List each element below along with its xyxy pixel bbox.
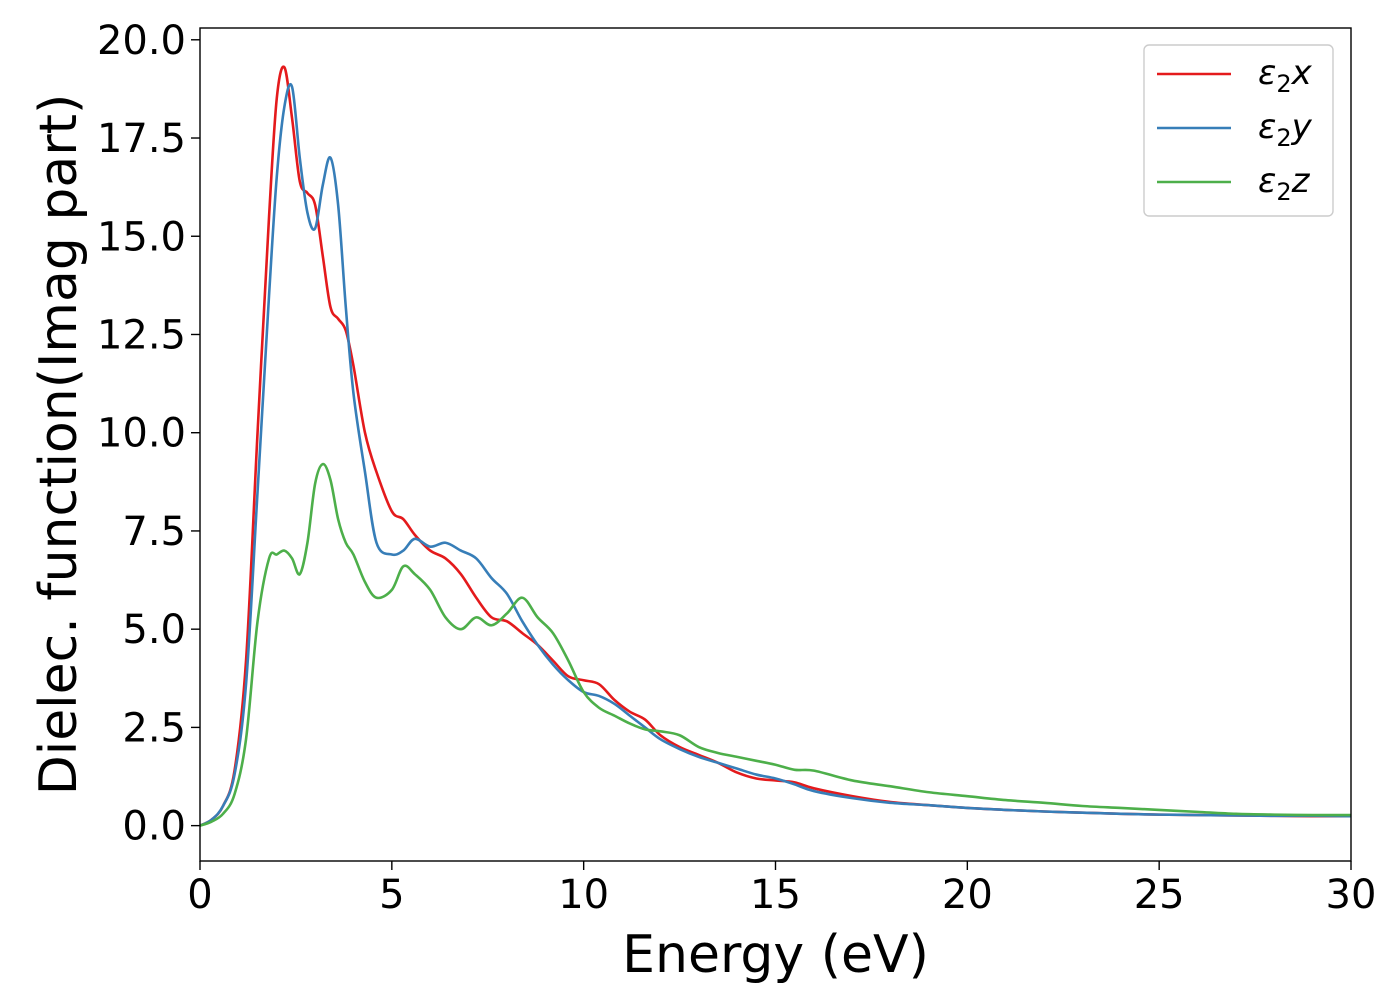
x-axis: 0 5 10 15 20 25 30 (187, 861, 1376, 918)
legend-label-y: ε2y (1258, 107, 1313, 152)
y-tick-label: 0.0 (122, 804, 186, 850)
series-line-z (200, 462, 1351, 827)
x-axis-label: Energy (eV) (622, 925, 929, 985)
y-tick-label: 15.0 (97, 214, 186, 260)
x-tick-label: 0 (187, 872, 212, 918)
y-axis: 0.0 2.5 5.0 7.5 10.0 12.5 15.0 17.5 20.0 (97, 18, 200, 850)
y-tick-label: 7.5 (122, 509, 186, 555)
x-tick-label: 30 (1326, 872, 1377, 918)
y-tick-label: 20.0 (97, 18, 186, 64)
y-tick-label: 10.0 (97, 411, 186, 457)
x-tick-label: 10 (558, 872, 609, 918)
y-axis-label: Dielec. function(Imag part) (29, 94, 89, 796)
legend-box (1143, 44, 1334, 217)
series-line-y (200, 83, 1351, 827)
series-lines (200, 65, 1351, 827)
x-tick-label: 15 (750, 872, 801, 918)
y-tick-label: 5.0 (122, 607, 186, 653)
legend-label-x: ε2x (1258, 53, 1313, 98)
y-tick-label: 2.5 (122, 705, 186, 751)
y-tick-label: 17.5 (97, 116, 186, 162)
x-tick-label: 20 (942, 872, 993, 918)
legend-label-z: ε2z (1258, 161, 1311, 206)
y-tick-label: 12.5 (97, 312, 186, 358)
legend: ε2x ε2y ε2z (1143, 44, 1334, 217)
x-tick-label: 25 (1134, 872, 1185, 918)
x-tick-label: 5 (379, 872, 404, 918)
